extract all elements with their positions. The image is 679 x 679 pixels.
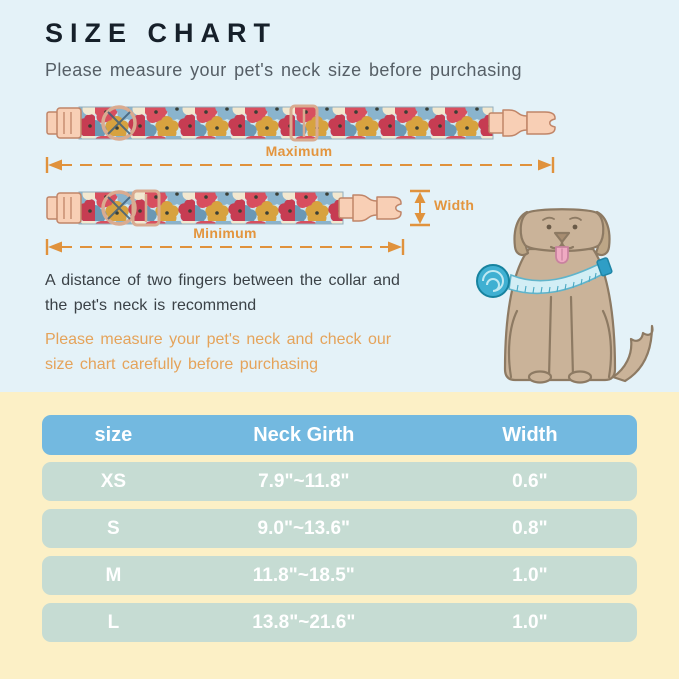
table-row-s: S 9.0"~13.6" 0.8" <box>42 509 637 548</box>
width-label: Width <box>434 197 475 213</box>
cell-neck-girth: 11.8"~18.5" <box>252 564 355 586</box>
measuring-tape <box>476 257 613 298</box>
cell-neck-girth: 13.8"~21.6" <box>252 611 356 633</box>
collar-maximum-illustration <box>46 104 556 142</box>
cell-size: S <box>107 517 120 539</box>
column-header-neck-girth: Neck Girth <box>253 423 355 446</box>
collar-minimum-illustration <box>46 189 402 227</box>
maximum-arrow <box>45 157 555 173</box>
size-table: size Neck Girth Width XS 7.9"~11.8" 0.6"… <box>42 415 637 650</box>
fit-recommendation-note: A distance of two fingers between the co… <box>45 272 400 314</box>
column-header-width: Width <box>502 423 558 446</box>
width-arrow <box>410 189 430 227</box>
cell-size: L <box>107 611 120 633</box>
page-subtitle: Please measure your pet's neck size befo… <box>45 60 522 80</box>
size-table-header: size Neck Girth Width <box>42 415 637 455</box>
table-row-l: L 13.8"~21.6" 1.0" <box>42 603 637 642</box>
cell-width: 0.6" <box>512 470 548 492</box>
dog-tail <box>611 324 654 383</box>
minimum-label: Minimum <box>193 225 257 241</box>
cell-neck-girth: 7.9"~11.8" <box>258 470 350 492</box>
cell-width: 0.8" <box>512 517 548 539</box>
dog-head <box>519 208 605 253</box>
measure-reminder-note: Please measure your pet's neck and check… <box>45 331 392 373</box>
cell-width: 1.0" <box>512 611 548 633</box>
cell-size: XS <box>100 470 127 492</box>
cell-size: M <box>105 564 122 586</box>
table-row-xs: XS 7.9"~11.8" 0.6" <box>42 462 637 501</box>
maximum-label: Maximum <box>265 143 333 159</box>
dog-with-measuring-tape-illustration <box>476 208 654 384</box>
minimum-arrow <box>45 239 405 255</box>
cell-neck-girth: 9.0"~13.6" <box>257 517 351 539</box>
column-header-size: size <box>94 423 133 446</box>
table-row-m: M 11.8"~18.5" 1.0" <box>42 556 637 595</box>
cell-width: 1.0" <box>512 564 548 586</box>
dog-nose <box>553 231 571 244</box>
page-title: SIZE CHART <box>45 18 277 48</box>
